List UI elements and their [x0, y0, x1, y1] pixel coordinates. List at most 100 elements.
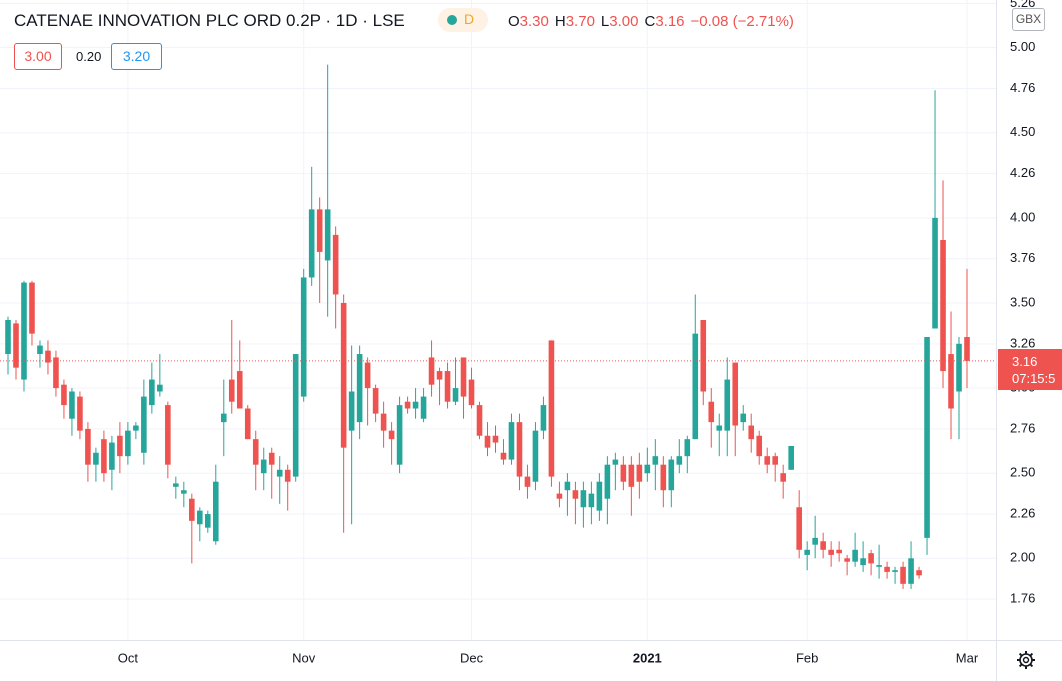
- candle-body: [133, 425, 139, 431]
- y-tick-label: 3.76: [1010, 250, 1035, 265]
- candle-body: [404, 401, 411, 409]
- ohlc-key: H: [554, 13, 566, 30]
- candle-body: [636, 464, 643, 482]
- candle-body: [276, 469, 283, 477]
- candle-body: [588, 493, 595, 508]
- candle-body: [676, 456, 683, 465]
- candle-body: [764, 456, 771, 465]
- candle-body: [181, 490, 187, 494]
- y-tick-label: 2.26: [1010, 505, 1035, 520]
- candle-body: [660, 464, 667, 491]
- y-tick-label: 4.26: [1010, 165, 1035, 180]
- candle-body: [460, 357, 467, 397]
- candle-body: [220, 413, 227, 423]
- currency-label[interactable]: GBX: [1012, 8, 1045, 31]
- ohlc-value: 3.00: [609, 13, 639, 30]
- candle-body: [260, 459, 267, 474]
- candle-body: [684, 439, 691, 457]
- candle-body: [964, 337, 970, 361]
- bid-button[interactable]: 3.00: [14, 43, 62, 70]
- y-tick-label: 4.76: [1010, 80, 1035, 95]
- y-tick-label: 4.00: [1010, 209, 1035, 224]
- candle-body: [93, 452, 99, 465]
- candle-body: [540, 405, 547, 431]
- candle-body: [524, 476, 531, 487]
- candle-body: [452, 388, 459, 402]
- candle-body: [948, 354, 954, 409]
- candle-body: [628, 464, 635, 487]
- candle-body: [852, 549, 858, 562]
- bar-countdown: 07:15:5: [1012, 370, 1056, 386]
- status-badge[interactable]: D: [438, 8, 488, 32]
- candle-body: [844, 558, 850, 562]
- candle-body: [165, 405, 171, 465]
- ohlc-key: C: [644, 13, 656, 30]
- candle-body: [860, 558, 866, 566]
- candle-body: [908, 558, 914, 584]
- gear-hub: [1022, 656, 1030, 664]
- candle-body: [476, 405, 483, 436]
- grid: [0, 0, 996, 640]
- y-tick-label: 5.26: [1010, 0, 1035, 10]
- candle-body: [5, 320, 11, 355]
- x-tick-label: Dec: [460, 650, 484, 665]
- candle-body: [37, 345, 43, 355]
- candle-body: [804, 549, 810, 555]
- candle-body: [117, 435, 123, 457]
- candle-body: [356, 354, 363, 423]
- last-price-label: 3.16 07:15:5: [998, 348, 1062, 390]
- candle-body: [876, 565, 882, 567]
- candle-body: [932, 217, 938, 329]
- candle-body: [596, 481, 603, 511]
- candle-body: [21, 282, 27, 380]
- candle-body: [77, 396, 83, 431]
- candle-body: [332, 234, 339, 295]
- gear-teeth: [1017, 651, 1035, 669]
- axes: 1.76 2.00 2.26 2.50 2.76 3.00 3.26 3.50 3.76 4.00…: [118, 0, 1036, 665]
- ask-button[interactable]: 3.20: [111, 43, 162, 70]
- candle-body: [956, 343, 962, 392]
- market-status-dot: [447, 15, 457, 25]
- candle-body: [444, 371, 451, 402]
- symbol-title[interactable]: CATENAE INNOVATION PLC ORD 0.2P · 1D · L…: [14, 11, 405, 30]
- candle-body: [812, 537, 818, 545]
- candle-body: [189, 498, 195, 521]
- candle-body: [364, 362, 371, 389]
- candle-body: [708, 401, 715, 423]
- candle-body: [836, 549, 842, 554]
- candle-body: [212, 481, 219, 542]
- candle-body: [13, 323, 19, 368]
- y-tick-label: 5.00: [1010, 39, 1035, 54]
- x-tick-label: Mar: [956, 650, 979, 665]
- y-tick-label: 3.50: [1010, 294, 1035, 309]
- candle-body: [548, 340, 555, 477]
- candle-body: [580, 490, 587, 508]
- candle-body: [149, 379, 155, 406]
- candle-body: [268, 452, 275, 465]
- candle-body: [348, 391, 355, 431]
- candle-body: [740, 413, 747, 423]
- candle-body: [556, 493, 563, 499]
- candle-body: [940, 240, 946, 372]
- candle-body: [692, 333, 699, 440]
- candle-body: [788, 445, 794, 470]
- ohlc-value: 3.16: [655, 13, 685, 30]
- candle-body: [564, 481, 571, 491]
- candle-body: [572, 490, 579, 499]
- candle-body: [324, 209, 331, 261]
- price-change: −0.08 (−2.71%): [690, 13, 794, 30]
- candle-body: [53, 357, 59, 389]
- ohlc-value: 3.70: [565, 13, 595, 30]
- candle-body: [916, 570, 922, 576]
- settings-icon[interactable]: [1017, 651, 1035, 669]
- candle-body: [772, 456, 778, 465]
- candle-body: [45, 350, 51, 363]
- candle-body: [612, 459, 619, 465]
- y-tick-label: 1.76: [1010, 591, 1035, 606]
- candle-body: [125, 430, 131, 457]
- y-tick-label: 2.00: [1010, 550, 1035, 565]
- candle-body: [668, 459, 675, 491]
- spread: 0.20: [76, 49, 102, 64]
- candle-body: [924, 337, 930, 538]
